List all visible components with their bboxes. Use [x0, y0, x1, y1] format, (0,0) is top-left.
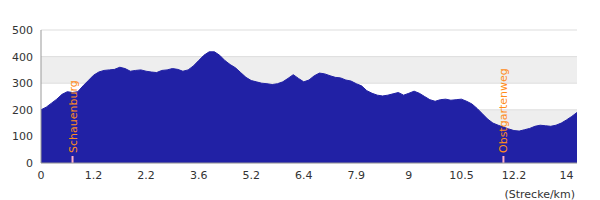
svg-text:14: 14	[559, 169, 573, 182]
svg-text:1.2: 1.2	[85, 169, 103, 182]
svg-text:6.4: 6.4	[295, 169, 313, 182]
svg-text:500: 500	[12, 24, 33, 37]
svg-text:300: 300	[12, 77, 33, 90]
svg-text:2.2: 2.2	[137, 169, 155, 182]
svg-text:10.5: 10.5	[449, 169, 474, 182]
svg-text:0: 0	[26, 157, 33, 170]
svg-text:9: 9	[405, 169, 412, 182]
svg-text:3.6: 3.6	[190, 169, 208, 182]
svg-text:100: 100	[12, 130, 33, 143]
svg-text:(Strecke/km): (Strecke/km)	[504, 188, 575, 200]
svg-text:5.2: 5.2	[242, 169, 260, 182]
svg-text:12.2: 12.2	[502, 169, 527, 182]
svg-text:Obstgartenweg: Obstgartenweg	[497, 68, 510, 153]
svg-text:Schauenburg: Schauenburg	[67, 80, 80, 153]
svg-text:7.9: 7.9	[348, 169, 366, 182]
svg-text:400: 400	[12, 51, 33, 64]
svg-text:200: 200	[12, 104, 33, 117]
svg-text:0: 0	[38, 169, 45, 182]
